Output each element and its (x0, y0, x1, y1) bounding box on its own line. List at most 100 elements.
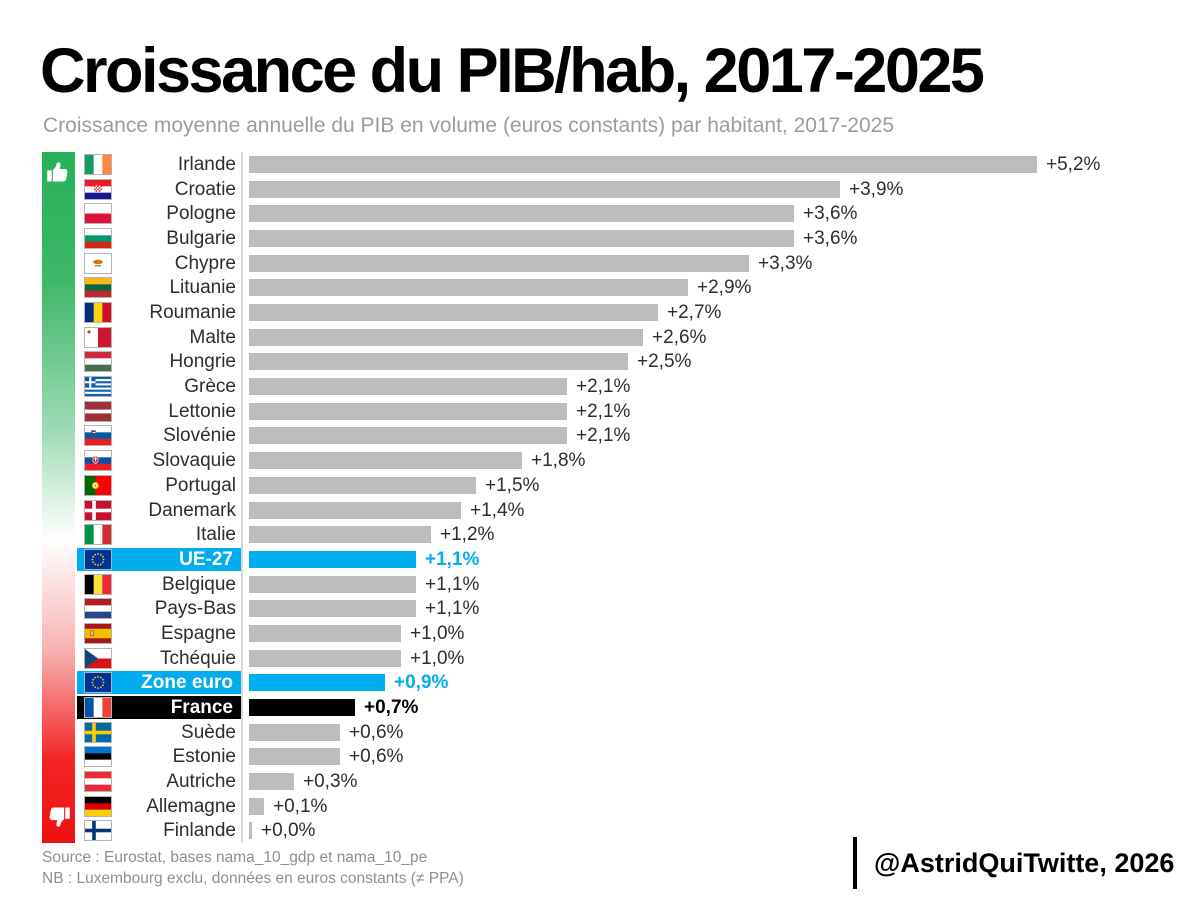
country-row: Chypre +3,3% (0, 251, 1200, 276)
value-bar (249, 156, 1037, 173)
country-label: Belgique (162, 573, 236, 595)
axis-baseline (241, 152, 243, 843)
value-bar (249, 328, 643, 346)
value-label: +2,1% (576, 376, 631, 398)
value-bar (249, 674, 385, 692)
ue-27-flag-icon (84, 548, 112, 570)
value-label: +1,1% (425, 548, 480, 570)
belgique-flag-icon (84, 573, 112, 595)
country-label: Malte (189, 326, 236, 348)
value-label: +0,6% (349, 746, 404, 768)
value-label: +1,8% (531, 450, 586, 472)
country-row: UE-27 +1,1% (0, 547, 1200, 572)
finlande-flag-icon (84, 820, 112, 842)
country-label: France (170, 696, 233, 718)
portugal-flag-icon (84, 474, 112, 496)
thumbs-up-icon (47, 162, 68, 182)
bar-chart: Irlande +5,2% Croatie +3,9% Pologne +3,6% Bulg… (0, 152, 1200, 843)
country-label: Zone euro (141, 672, 233, 694)
country-label: Estonie (172, 746, 236, 768)
country-row: Estonie +0,6% (0, 744, 1200, 769)
gr-ce-flag-icon (84, 376, 112, 398)
value-bar (249, 205, 794, 223)
bulgarie-flag-icon (84, 228, 112, 250)
value-bar (249, 698, 355, 716)
country-row: Bulgarie +3,6% (0, 226, 1200, 251)
source-note: Source : Eurostat, bases nama_10_gdp et … (42, 849, 428, 866)
country-label: Hongrie (169, 351, 236, 373)
country-row: Pays-Bas +1,1% (0, 596, 1200, 621)
value-label: +2,9% (697, 277, 752, 299)
slov-nie-flag-icon (84, 425, 112, 447)
country-label: Pays-Bas (154, 598, 236, 620)
value-label: +0,6% (349, 721, 404, 743)
country-label: Chypre (174, 252, 236, 274)
country-row: Irlande +5,2% (0, 152, 1200, 177)
row-highlight (77, 695, 241, 719)
country-label: Espagne (160, 622, 236, 644)
value-label: +2,1% (576, 425, 631, 447)
lituanie-flag-icon (84, 277, 112, 299)
country-label: Portugal (165, 474, 236, 496)
nb-note: NB : Luxembourg exclu, données en euros … (42, 870, 464, 887)
sentiment-gradient-strip (42, 152, 75, 843)
thumbs-down-icon (49, 807, 70, 827)
value-label: +1,0% (410, 622, 465, 644)
value-label: +3,6% (803, 228, 858, 250)
france-flag-icon (84, 696, 112, 718)
country-row: Croatie +3,9% (0, 177, 1200, 202)
value-bar (249, 452, 522, 470)
value-label: +3,6% (803, 203, 858, 225)
value-bar (249, 600, 416, 618)
author-credit: @AstridQuiTwitte, 2026 (853, 837, 1174, 889)
country-row: Allemagne +0,1% (0, 794, 1200, 819)
croatie-flag-icon (84, 178, 112, 200)
row-highlight (77, 547, 241, 571)
country-label: Slovaquie (152, 450, 236, 472)
country-row: France +0,7% (0, 695, 1200, 720)
country-label: Pologne (166, 203, 236, 225)
slovaquie-flag-icon (84, 450, 112, 472)
country-row: Slovénie +2,1% (0, 423, 1200, 448)
value-bar (249, 624, 401, 642)
value-label: +2,5% (637, 351, 692, 373)
country-label: Lituanie (169, 277, 236, 299)
country-row: Autriche +0,3% (0, 769, 1200, 794)
country-label: UE-27 (179, 548, 233, 570)
country-row: Pologne +3,6% (0, 201, 1200, 226)
value-bar (249, 748, 340, 766)
country-label: Finlande (163, 820, 236, 842)
footer-notes: Source : Eurostat, bases nama_10_gdp et … (42, 847, 464, 889)
country-row: Belgique +1,1% (0, 572, 1200, 597)
country-label: Italie (195, 524, 236, 546)
value-label: +0,0% (261, 820, 316, 842)
value-label: +0,9% (394, 672, 449, 694)
value-bar (249, 353, 628, 371)
country-label: Suède (181, 721, 236, 743)
country-row: Portugal +1,5% (0, 473, 1200, 498)
value-label: +3,9% (849, 178, 904, 200)
value-label: +0,7% (364, 696, 419, 718)
su-de-flag-icon (84, 721, 112, 743)
value-label: +1,2% (440, 524, 495, 546)
page-title: Croissance du PIB/hab, 2017-2025 (40, 36, 985, 106)
country-label: Autriche (166, 770, 236, 792)
autriche-flag-icon (84, 770, 112, 792)
value-bar (249, 279, 688, 297)
country-label: Croatie (174, 178, 236, 200)
country-row: Hongrie +2,5% (0, 349, 1200, 374)
country-row: Espagne +1,0% (0, 621, 1200, 646)
country-row: Tchéquie +1,0% (0, 646, 1200, 671)
country-row: Roumanie +2,7% (0, 300, 1200, 325)
value-bar (249, 476, 476, 494)
value-label: +1,0% (410, 647, 465, 669)
value-bar (249, 649, 401, 667)
country-label: Irlande (177, 154, 236, 175)
value-label: +1,1% (425, 573, 480, 595)
value-bar (249, 772, 294, 790)
italie-flag-icon (84, 524, 112, 546)
country-label: Tchéquie (159, 647, 236, 669)
value-label: +2,1% (576, 400, 631, 422)
country-label: Danemark (148, 499, 236, 521)
